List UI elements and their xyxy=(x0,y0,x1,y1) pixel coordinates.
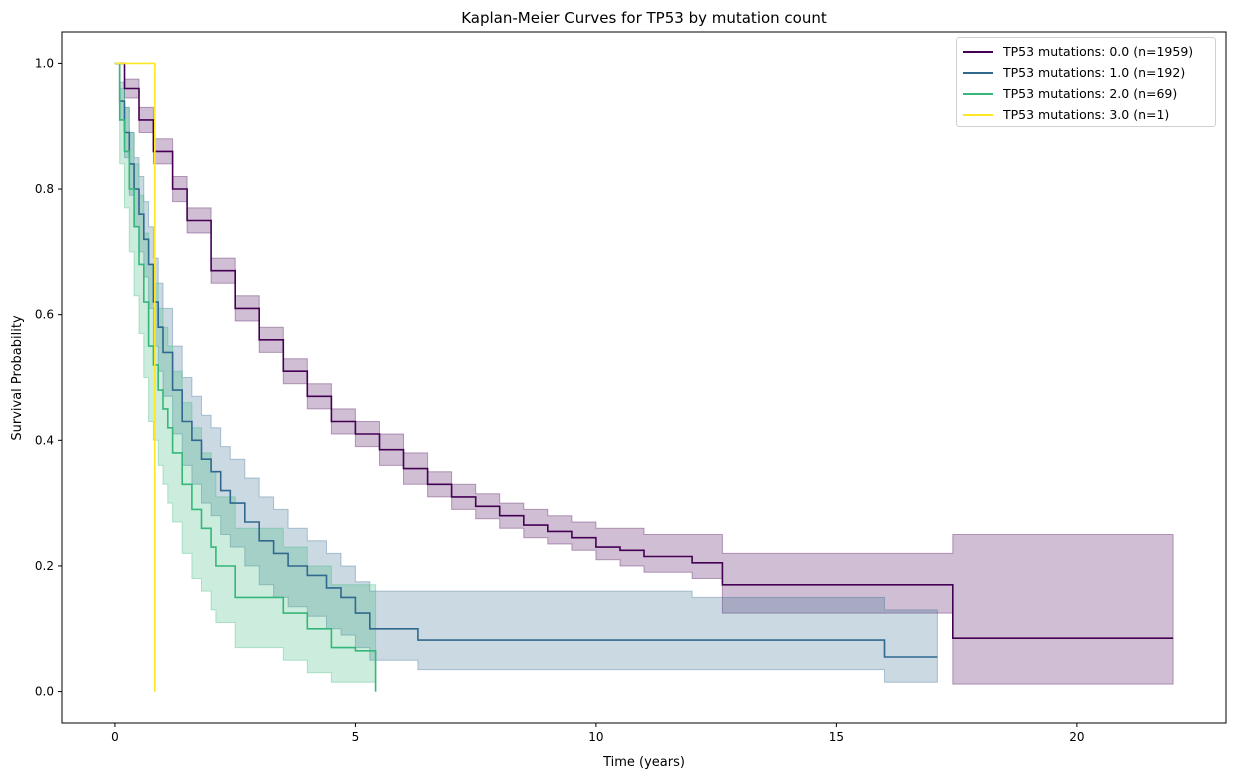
legend-item-0-mutations: TP53 mutations: 0.0 (n=1959) xyxy=(957,41,1215,62)
km-curve-series-3 xyxy=(114,62,156,692)
x-tick-label: 20 xyxy=(1069,730,1084,744)
y-tick-label: 0.6 xyxy=(35,308,54,322)
y-tick-label: 0.8 xyxy=(35,182,54,196)
y-axis-label: Survival Probability xyxy=(10,315,25,441)
legend-swatch-1-mutation xyxy=(963,71,993,74)
legend-swatch-2-mutations xyxy=(963,92,993,95)
x-axis-ticks: 0 5 10 15 20 xyxy=(111,723,1085,744)
x-tick-label: 10 xyxy=(588,730,603,744)
y-tick-label: 1.0 xyxy=(35,56,54,70)
legend-label-3-mutations: TP53 mutations: 3.0 (n=1) xyxy=(1003,107,1170,122)
x-tick-label: 5 xyxy=(352,730,360,744)
y-tick-label: 0.4 xyxy=(35,433,54,447)
y-tick-label: 0.0 xyxy=(35,685,54,699)
x-axis-label: Time (years) xyxy=(602,755,685,770)
km-curve-series-1 xyxy=(114,62,938,658)
plot-area-frame xyxy=(61,31,1227,724)
km-curve-series-0 xyxy=(114,62,1174,639)
legend-swatch-3-mutations xyxy=(963,113,993,116)
legend-item-2-mutations: TP53 mutations: 2.0 (n=69) xyxy=(957,83,1215,104)
x-tick-label: 0 xyxy=(111,730,119,744)
legend-item-3-mutations: TP53 mutations: 3.0 (n=1) xyxy=(957,104,1215,125)
legend-swatch-0-mutations xyxy=(963,50,993,53)
x-tick-label: 15 xyxy=(829,730,844,744)
legend-item-1-mutation: TP53 mutations: 1.0 (n=192) xyxy=(957,62,1215,83)
y-tick-label: 0.2 xyxy=(35,559,54,573)
legend-label-1-mutation: TP53 mutations: 1.0 (n=192) xyxy=(1003,65,1186,80)
km-curve-series-2 xyxy=(114,62,377,692)
legend-label-0-mutations: TP53 mutations: 0.0 (n=1959) xyxy=(1003,44,1194,59)
chart-legend: TP53 mutations: 0.0 (n=1959) TP53 mutati… xyxy=(956,37,1216,127)
chart-title: Kaplan-Meier Curves for TP53 by mutation… xyxy=(461,9,827,27)
confidence-bands xyxy=(114,62,1174,685)
survival-curves xyxy=(114,62,1174,692)
y-axis-ticks: 0.0 0.2 0.4 0.6 0.8 1.0 xyxy=(35,56,62,699)
legend-label-2-mutations: TP53 mutations: 2.0 (n=69) xyxy=(1003,86,1178,101)
